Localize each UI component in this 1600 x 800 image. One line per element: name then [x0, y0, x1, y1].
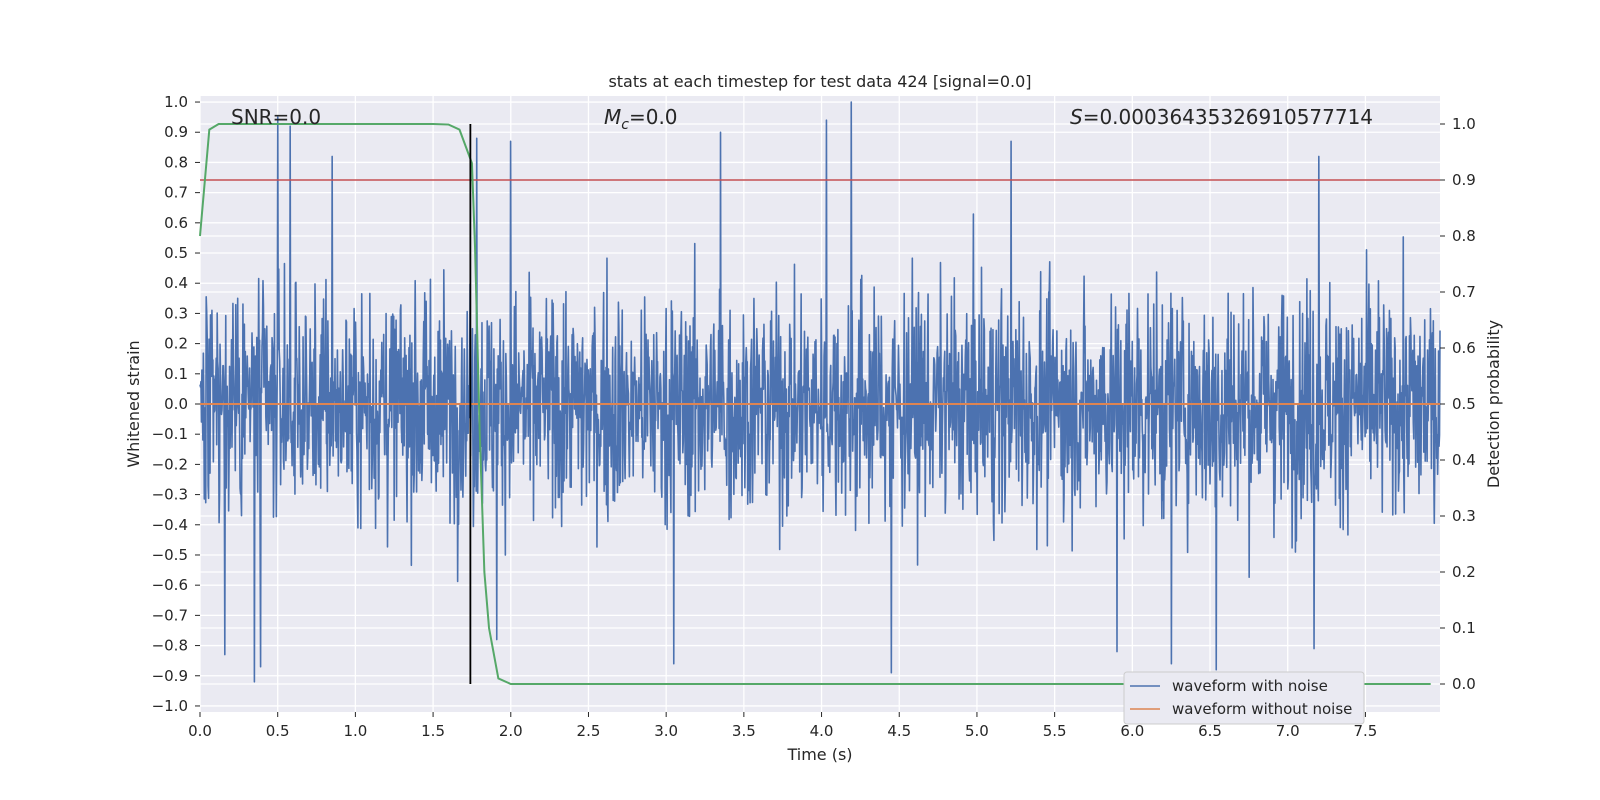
legend-box — [1123, 671, 1365, 725]
y-tick-label: −0.6 — [152, 576, 188, 594]
y-axis-label: Whitened strain — [124, 340, 143, 467]
mc-annotation: Mc=0.0 — [604, 105, 678, 133]
x-tick-label: 7.0 — [1276, 722, 1300, 740]
y-tick-label: −0.4 — [152, 516, 188, 534]
noise-layer — [199, 101, 1441, 683]
y2-tick-label: 0.3 — [1452, 507, 1476, 525]
y-tick-label: −0.7 — [152, 606, 188, 624]
y2-tick-label: 0.2 — [1452, 563, 1476, 581]
x-tick-label: 6.0 — [1120, 722, 1144, 740]
y2-tick-label: 0.6 — [1452, 339, 1476, 357]
mc-symbol: M — [604, 105, 621, 129]
y2-tick-label: 0.5 — [1452, 395, 1476, 413]
x-tick-label: 4.0 — [810, 722, 834, 740]
x-tick-label: 1.5 — [421, 722, 445, 740]
y-tick-label: 0.8 — [164, 153, 188, 171]
y2-axis-label: Detection probability — [1484, 320, 1503, 488]
series-waveform-with-noise — [199, 101, 1441, 683]
x-tick-label: 4.5 — [887, 722, 911, 740]
x-tick-label: 3.0 — [654, 722, 678, 740]
y2-tick-label: 1.0 — [1452, 115, 1476, 133]
x-tick-label: 3.5 — [732, 722, 756, 740]
x-tick-label: 2.0 — [499, 722, 523, 740]
mc-value: =0.0 — [629, 105, 678, 129]
x-tick-label: 5.5 — [1043, 722, 1067, 740]
y-tick-label: 1.0 — [164, 93, 188, 111]
series-detection-probability — [199, 123, 1431, 685]
lines-layer — [199, 123, 1440, 685]
y-tick-label: −0.5 — [152, 546, 188, 564]
y-tick-label: 0.7 — [164, 184, 188, 202]
y-tick-label: 0.1 — [164, 365, 188, 383]
y-tick-label: −1.0 — [152, 697, 188, 715]
s-annotation: S=0.00036435326910577714 — [1070, 105, 1373, 129]
snr-annotation: SNR=0.0 — [231, 105, 321, 129]
y2-tick-label: 0.4 — [1452, 451, 1476, 469]
chart-title: stats at each timestep for test data 424… — [608, 72, 1031, 91]
y-tick-label: 0.5 — [164, 244, 188, 262]
y2-tick-label: 0.8 — [1452, 227, 1476, 245]
y-tick-label: −0.3 — [152, 486, 188, 504]
x-tick-label: 0.5 — [266, 722, 290, 740]
x-tick-label: 7.5 — [1353, 722, 1377, 740]
s-symbol: S — [1070, 105, 1083, 129]
s-value: =0.00036435326910577714 — [1083, 105, 1373, 129]
legend-label-noise: waveform with noise — [1172, 677, 1328, 695]
y-tick-label: 0.6 — [164, 214, 188, 232]
y2-tick-label: 0.1 — [1452, 619, 1476, 637]
x-tick-label: 0.0 — [188, 722, 212, 740]
x-tick-label: 2.5 — [577, 722, 601, 740]
y2-tick-label: 0.0 — [1452, 675, 1476, 693]
legend: waveform with noise waveform without noi… — [1123, 671, 1365, 725]
x-tick-label: 1.0 — [343, 722, 367, 740]
y-tick-label: 0.4 — [164, 274, 188, 292]
y-tick-label: −0.9 — [152, 667, 188, 685]
x-axis-label: Time (s) — [786, 745, 852, 764]
y-tick-label: −0.2 — [152, 455, 188, 473]
y-tick-label: 0.9 — [164, 123, 188, 141]
y-tick-label: −0.8 — [152, 637, 188, 655]
legend-label-clean: waveform without noise — [1172, 700, 1352, 718]
y2-tick-label: 0.7 — [1452, 283, 1476, 301]
x-tick-label: 6.5 — [1198, 722, 1222, 740]
x-tick-label: 5.0 — [965, 722, 989, 740]
y2-tick-label: 0.9 — [1452, 171, 1476, 189]
y-tick-label: −0.1 — [152, 425, 188, 443]
ticks-layer: 0.0 0.5 1.0 1.5 2.0 2.5 3.0 3.5 4.0 4.5 5.0 5.5 6.0 6… — [152, 93, 1476, 740]
y-tick-label: 0.0 — [164, 395, 188, 413]
mc-subscript: c — [621, 117, 629, 133]
y-tick-label: 0.2 — [164, 335, 188, 353]
y-tick-label: 0.3 — [164, 304, 188, 322]
